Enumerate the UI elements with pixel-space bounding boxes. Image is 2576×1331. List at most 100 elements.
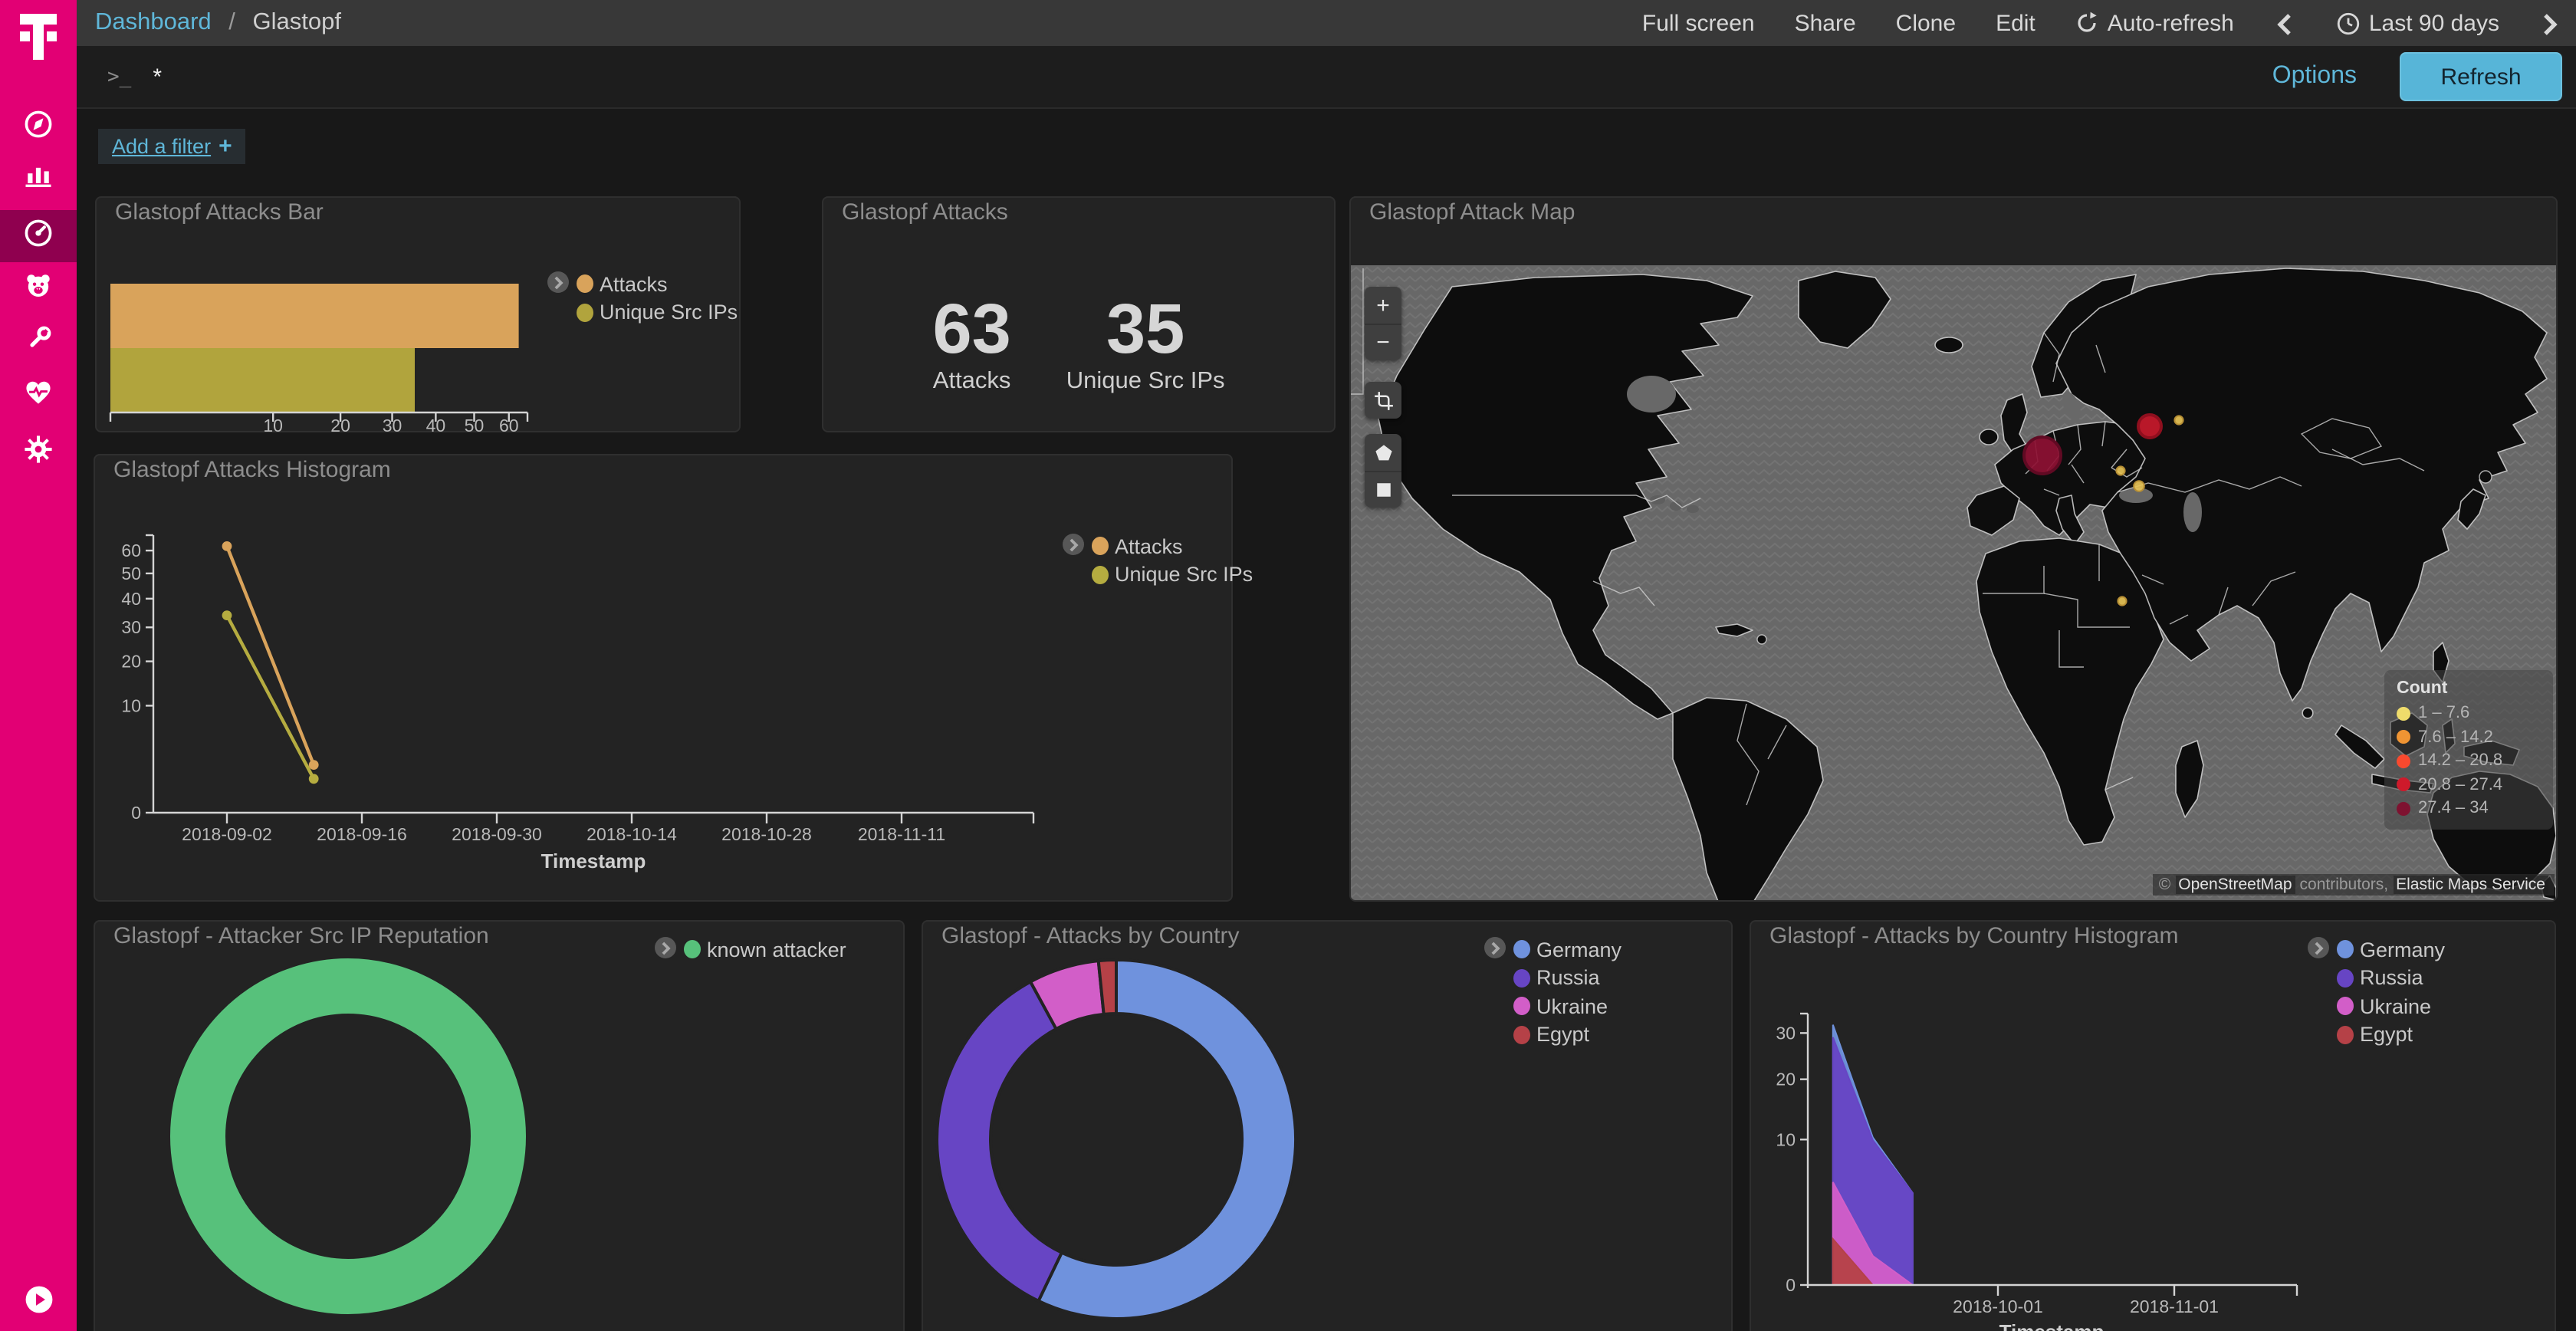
- sidebar-collapse-button[interactable]: [25, 1285, 54, 1314]
- legend-item[interactable]: Germany: [1513, 935, 1622, 964]
- legend-color-dot: [2337, 997, 2354, 1016]
- panel-title: Glastopf - Attacks by Country Histogram: [1769, 923, 2179, 949]
- pie-slice-Egypt[interactable]: [1096, 958, 1118, 1017]
- svg-text:60: 60: [499, 416, 519, 434]
- chart-legend: Germany Russia Ukraine Egypt: [2308, 935, 2445, 1049]
- attack-dot[interactable]: [2117, 596, 2128, 606]
- attack-dot[interactable]: [2115, 465, 2126, 476]
- search-input[interactable]: *: [153, 64, 162, 90]
- world-map[interactable]: [1351, 265, 2556, 900]
- chart-canvas[interactable]: [923, 922, 1734, 1331]
- attack-dot[interactable]: [2174, 415, 2184, 426]
- map-legend-dot: [2397, 801, 2410, 816]
- svg-text:10: 10: [121, 695, 141, 715]
- chart-canvas[interactable]: 0 10 20 30 2018-10-01 2018-11-01 Timestamp: [1751, 922, 2558, 1331]
- legend-label: Ukraine: [1536, 994, 1608, 1018]
- time-forward-button[interactable]: [2539, 11, 2561, 35]
- panel-title: Glastopf - Attacks by Country: [941, 923, 1240, 949]
- svg-text:Timestamp: Timestamp: [1999, 1320, 2104, 1331]
- polygon-tool-button[interactable]: [1365, 434, 1401, 471]
- bar-Unique Src IPs[interactable]: [110, 348, 415, 412]
- svg-text:60: 60: [121, 541, 141, 560]
- refresh-button[interactable]: Refresh: [2400, 52, 2562, 101]
- attack-map[interactable]: + − Count 1 – 7.6 7.6 –: [1351, 265, 2556, 900]
- legend-collapse-icon[interactable]: [2308, 937, 2329, 958]
- attack-dot[interactable]: [2022, 435, 2062, 475]
- panel-attacks-by-country: Glastopf - Attacks by Country Germany Rus…: [922, 920, 1733, 1331]
- pie-slice-Russia[interactable]: [935, 979, 1064, 1303]
- legend-collapse-icon[interactable]: [655, 937, 676, 958]
- sidebar-item-4[interactable]: [0, 262, 77, 314]
- legend-item[interactable]: Ukraine: [1513, 992, 1622, 1020]
- metric-attacks: 63 Attacks: [932, 288, 1011, 394]
- panel-glastopf-attacks-metric: Glastopf Attacks 63 Attacks 35 Unique Sr…: [822, 196, 1336, 432]
- sidebar-item-2[interactable]: [0, 152, 77, 204]
- add-filter-button[interactable]: Add a filter +: [98, 129, 246, 164]
- gear-icon: [21, 432, 55, 473]
- legend-item[interactable]: known attacker: [684, 935, 846, 964]
- line-Attacks[interactable]: [225, 545, 316, 766]
- attack-dot[interactable]: [2137, 413, 2163, 439]
- svg-text:2018-09-02: 2018-09-02: [182, 824, 272, 844]
- legend-label: Ukraine: [2360, 994, 2432, 1018]
- legend-item[interactable]: Ukraine: [2337, 992, 2445, 1020]
- bar-Attacks[interactable]: [110, 284, 519, 348]
- time-range-picker[interactable]: Last 90 days: [2335, 10, 2499, 36]
- legend-item[interactable]: Egypt: [1513, 1020, 1622, 1049]
- chart-legend: Attacks Unique Src IPs: [1063, 532, 1253, 589]
- legend-color-dot: [2337, 1025, 2354, 1044]
- legend-item[interactable]: Attacks: [1092, 532, 1253, 560]
- zoom-out-button[interactable]: −: [1365, 324, 1401, 360]
- metric-unique-src-ips: 35 Unique Src IPs: [1066, 288, 1225, 394]
- zoom-in-button[interactable]: +: [1365, 287, 1401, 324]
- elastic-maps-service-link[interactable]: Elastic Maps Service: [2393, 876, 2548, 894]
- clock-icon: [2335, 10, 2361, 36]
- sidebar-item-5[interactable]: [0, 316, 77, 368]
- options-link[interactable]: Options: [2272, 63, 2357, 89]
- panel-attacks-by-country-histogram: Glastopf - Attacks by Country Histogram …: [1750, 920, 2556, 1331]
- sidebar-item-7[interactable]: [0, 426, 77, 478]
- attack-dot[interactable]: [2133, 480, 2145, 492]
- line-Unique Src IPs[interactable]: [225, 614, 316, 780]
- svg-text:30: 30: [383, 416, 402, 434]
- sidebar-item-6[interactable]: [0, 370, 77, 422]
- legend-collapse-icon[interactable]: [547, 271, 569, 293]
- sidebar-item-3[interactable]: [0, 210, 77, 262]
- map-legend-range: 14.2 – 20.8: [2418, 751, 2503, 771]
- auto-refresh-button[interactable]: Auto-refresh: [2075, 10, 2234, 36]
- refresh-cycle-icon: [2075, 11, 2100, 35]
- legend-color-dot: [577, 274, 593, 294]
- fullscreen-button[interactable]: Full screen: [1641, 10, 1755, 36]
- clone-button[interactable]: Clone: [1895, 10, 1957, 36]
- rectangle-tool-button[interactable]: [1365, 471, 1401, 508]
- legend-item[interactable]: Russia: [2337, 964, 2445, 992]
- bear-icon: [21, 268, 55, 309]
- chart-canvas[interactable]: [95, 922, 906, 1331]
- pie-slice-known attacker[interactable]: [170, 958, 526, 1314]
- panel-title: Glastopf Attacks Histogram: [113, 457, 391, 483]
- legend-item[interactable]: Unique Src IPs: [577, 298, 738, 327]
- time-back-button[interactable]: [2274, 11, 2295, 35]
- share-button[interactable]: Share: [1794, 10, 1856, 36]
- legend-item[interactable]: Egypt: [2337, 1020, 2445, 1049]
- crop-tool-button[interactable]: [1365, 382, 1401, 419]
- chart-canvas[interactable]: 0 10 20 30 40 50 60 2018-09-02 2018-09-16 2018-09…: [95, 455, 1234, 903]
- edit-button[interactable]: Edit: [1996, 10, 2036, 36]
- sidebar-item-1[interactable]: [0, 101, 77, 153]
- legend-item[interactable]: Russia: [1513, 964, 1622, 992]
- map-legend-dot: [2397, 706, 2410, 721]
- legend-collapse-icon[interactable]: [1063, 534, 1084, 555]
- breadcrumb-dashboard-link[interactable]: Dashboard: [95, 9, 212, 35]
- legend-item[interactable]: Germany: [2337, 935, 2445, 964]
- legend-collapse-icon[interactable]: [1484, 937, 1506, 958]
- chart-canvas[interactable]: 10 20 30 40 50 60: [97, 198, 742, 434]
- telekom-t-logo[interactable]: [15, 9, 61, 64]
- svg-text:20: 20: [121, 652, 141, 672]
- legend-label: Attacks: [1115, 534, 1183, 558]
- map-legend-item: 14.2 – 20.8: [2397, 749, 2541, 773]
- pie-slice-Germany[interactable]: [1036, 958, 1298, 1320]
- openstreetmap-link[interactable]: OpenStreetMap: [2175, 876, 2295, 894]
- legend-item[interactable]: Attacks: [577, 270, 738, 298]
- svg-text:Timestamp: Timestamp: [541, 850, 646, 873]
- legend-item[interactable]: Unique Src IPs: [1092, 560, 1253, 589]
